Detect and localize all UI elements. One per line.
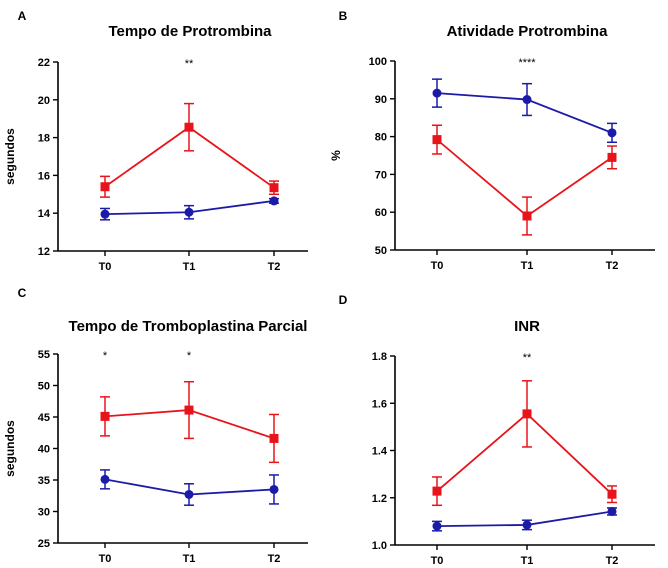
panel-letter: B [339,9,348,23]
series-blue [432,506,617,532]
significance-marker: ** [523,352,532,364]
data-point [432,88,442,98]
data-point [100,182,110,192]
x-tick-label: T2 [268,261,281,273]
y-tick-label: 100 [369,56,387,68]
chart-title: Tempo de Tromboplastina Parcial [69,318,308,335]
x-tick-label: T0 [99,261,112,273]
y-tick-label: 1.2 [372,493,387,505]
panel-c: C Tempo de Tromboplastina Parcial 25 30 35 40… [3,286,308,565]
x-tick-label: T1 [521,555,534,567]
y-tick-label: 35 [38,475,50,487]
series-red [432,124,617,236]
series-line [436,138,613,218]
panel-a: A Tempo de Protrombina 12 14 16 18 20 22 T0 T1 T2 s… [3,9,308,273]
y-tick-label: 1.8 [372,351,387,363]
data-point [184,489,194,499]
data-point [607,506,617,516]
series-line [436,412,613,495]
y-tick-label: 90 [375,94,387,106]
panel-letter: C [18,286,27,300]
x-tick-label: T1 [183,261,196,273]
data-point [269,183,279,193]
series-red [100,380,279,464]
panel-letter: A [18,9,27,23]
y-axis-label: % [329,150,343,161]
x-tick-label: T2 [268,553,281,565]
data-point [100,209,110,219]
data-point [607,128,617,138]
data-point [522,520,532,530]
panel-letter: D [339,293,348,307]
x-tick-label: T0 [431,555,444,567]
data-point [100,411,110,421]
data-point [100,474,110,484]
y-axis-label: segundos [3,128,17,185]
y-tick-label: 1.6 [372,398,387,410]
significance-marker: * [103,350,108,362]
panel-d: D INR 1.0 1.2 1.4 1.6 1.8 T0 T1 T2 ** [339,293,655,567]
significance-marker: ** [185,58,194,70]
chart-title: Atividade Protrombina [447,23,609,40]
significance-marker: **** [518,57,536,69]
data-point [184,122,194,132]
chart-title: Tempo de Protrombina [108,23,272,40]
data-point [432,135,442,145]
chart-title: INR [514,318,540,335]
y-tick-label: 12 [38,246,50,258]
y-tick-label: 40 [38,444,50,456]
data-point [522,409,532,419]
series-red [100,102,279,198]
y-tick-label: 50 [38,381,50,393]
x-tick-label: T0 [99,553,112,565]
significance-marker: * [187,350,192,362]
y-tick-label: 55 [38,349,50,361]
y-tick-label: 60 [375,207,387,219]
data-point [269,196,279,206]
data-point [184,207,194,217]
data-point [269,433,279,443]
y-tick-label: 14 [38,208,51,220]
series-blue [100,469,279,506]
data-point [432,486,442,496]
y-tick-label: 16 [38,170,50,182]
x-tick-label: T1 [183,553,196,565]
y-axis-label: segundos [3,420,17,477]
series-blue [432,78,617,144]
panel-b: B Atividade Protrombina 50 60 70 80 90 100 T0 T1 T… [329,9,655,272]
x-tick-label: T1 [521,260,534,272]
y-tick-label: 1.0 [372,540,387,552]
y-tick-label: 20 [38,95,50,107]
y-tick-label: 25 [38,538,50,550]
y-tick-label: 45 [38,412,50,424]
data-point [607,152,617,162]
series-red [432,380,617,507]
x-tick-label: T2 [606,555,619,567]
y-tick-label: 18 [38,133,50,145]
y-tick-label: 50 [375,245,387,257]
y-tick-label: 1.4 [372,446,388,458]
x-tick-label: T0 [431,260,444,272]
data-point [607,489,617,499]
y-tick-label: 80 [375,132,387,144]
y-tick-label: 22 [38,57,50,69]
y-tick-label: 30 [38,507,50,519]
y-tick-label: 70 [375,169,387,181]
data-point [184,405,194,415]
data-point [269,484,279,494]
x-tick-label: T2 [606,260,619,272]
data-point [522,211,532,221]
data-point [432,521,442,531]
data-point [522,95,532,105]
series-blue [100,196,279,221]
